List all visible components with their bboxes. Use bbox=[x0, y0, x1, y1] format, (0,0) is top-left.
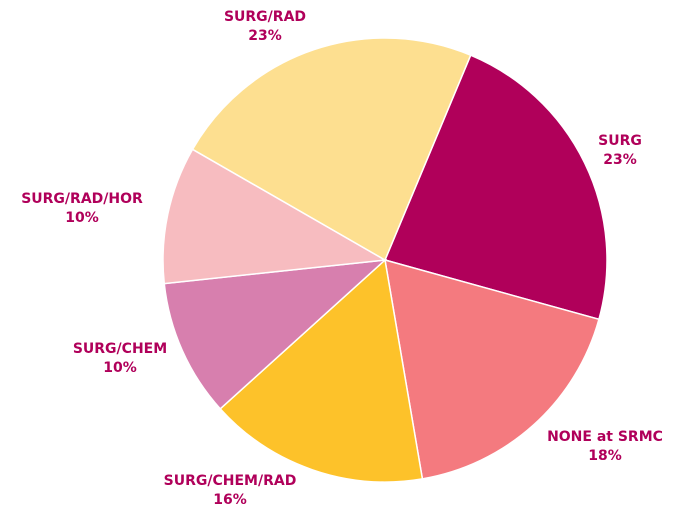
slice-label: SURG/CHEM bbox=[73, 341, 167, 357]
slice-value-label: 18% bbox=[588, 448, 622, 464]
slice-label: SURG/CHEM/RAD bbox=[164, 473, 297, 489]
slice-label: SURG/RAD bbox=[224, 9, 306, 25]
pie-slice bbox=[162, 148, 388, 285]
slice-label: SURG bbox=[598, 133, 642, 149]
slice-value-label: 10% bbox=[65, 210, 99, 226]
pie-slice bbox=[191, 37, 472, 262]
slice-value-label: 23% bbox=[603, 152, 637, 168]
slice-value-label: 10% bbox=[103, 360, 137, 376]
pie-slice bbox=[163, 259, 388, 410]
pie-slice bbox=[219, 258, 424, 483]
slice-value-label: 16% bbox=[213, 492, 247, 508]
pie-slice bbox=[384, 258, 600, 480]
slice-value-label: 23% bbox=[248, 28, 282, 44]
pie-slice bbox=[383, 54, 608, 321]
slice-label: SURG/RAD/HOR bbox=[21, 191, 143, 207]
slice-label: NONE at SRMC bbox=[547, 429, 663, 445]
